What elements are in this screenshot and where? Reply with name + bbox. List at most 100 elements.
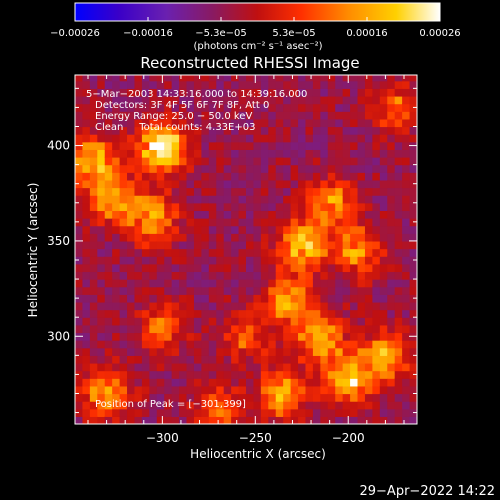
- heatmap-cell: [223, 286, 232, 295]
- heatmap-cell: [260, 347, 269, 356]
- heatmap-cell: [127, 88, 136, 97]
- heatmap-cell: [394, 385, 403, 395]
- heatmap-cell: [216, 172, 225, 181]
- heatmap-cell: [149, 111, 158, 120]
- heatmap-cell: [283, 218, 292, 227]
- heatmap-cell: [372, 164, 381, 173]
- heatmap-cell: [260, 416, 269, 424]
- heatmap-cell: [82, 95, 91, 105]
- heatmap-cell: [238, 172, 247, 181]
- heatmap-cell: [298, 362, 307, 372]
- heatmap-cell: [357, 80, 366, 89]
- heatmap-cell: [97, 126, 106, 135]
- heatmap-cell: [335, 263, 344, 273]
- heatmap-cell: [372, 95, 381, 105]
- heatmap-cell: [193, 301, 202, 311]
- heatmap-cell: [275, 111, 284, 120]
- heatmap-cell: [223, 233, 232, 242]
- heatmap-cell: [379, 286, 388, 295]
- heatmap-cell: [268, 279, 277, 288]
- heatmap-cell: [201, 75, 210, 82]
- heatmap-cell: [372, 157, 381, 166]
- heatmap-cell: [350, 263, 359, 273]
- heatmap-cell: [298, 393, 307, 402]
- heatmap-cell: [171, 164, 180, 173]
- heatmap-cell: [350, 195, 359, 204]
- heatmap-cell: [409, 317, 417, 326]
- heatmap-cell: [156, 317, 165, 326]
- heatmap-cell: [82, 271, 91, 280]
- heatmap-cell: [364, 240, 373, 250]
- heatmap-cell: [320, 187, 329, 196]
- heatmap-cell: [164, 385, 173, 395]
- heatmap-cell: [231, 202, 240, 212]
- heatmap-cell: [312, 103, 321, 112]
- heatmap-cell: [216, 95, 225, 105]
- heatmap-cell: [335, 370, 344, 379]
- heatmap-cell: [364, 340, 373, 349]
- heatmap-cell: [75, 210, 84, 219]
- heatmap-cell: [394, 286, 403, 295]
- heatmap-cell: [127, 225, 136, 234]
- heatmap-cell: [335, 202, 344, 212]
- heatmap-cell: [246, 294, 255, 303]
- heatmap-cell: [268, 164, 277, 173]
- heatmap-cell: [387, 317, 396, 326]
- heatmap-cell: [119, 149, 128, 158]
- y-tick-label: 400: [47, 139, 70, 153]
- heatmap-cell: [89, 111, 98, 120]
- heatmap-cell: [82, 210, 91, 219]
- heatmap-cell: [186, 233, 195, 242]
- heatmap-cell: [283, 340, 292, 349]
- heatmap-cell: [223, 408, 232, 417]
- heatmap-cell: [246, 263, 255, 273]
- heatmap-cell: [372, 324, 381, 334]
- heatmap-cell: [246, 134, 255, 143]
- heatmap-cell: [97, 401, 106, 410]
- heatmap-cell: [320, 332, 329, 341]
- heatmap-cell: [312, 240, 321, 250]
- heatmap-cell: [134, 80, 143, 89]
- heatmap-cell: [238, 355, 247, 364]
- heatmap-cell: [75, 149, 84, 158]
- heatmap-cell: [223, 355, 232, 364]
- heatmap-cell: [75, 95, 84, 105]
- heatmap-cell: [112, 141, 121, 150]
- heatmap-cell: [231, 141, 240, 150]
- heatmap-cell: [179, 340, 188, 349]
- heatmap-cell: [149, 401, 158, 410]
- heatmap-cell: [75, 118, 84, 128]
- heatmap-cell: [208, 103, 217, 112]
- heatmap-cell: [246, 286, 255, 295]
- heatmap-cell: [379, 103, 388, 112]
- heatmap-cell: [201, 401, 210, 410]
- heatmap-cell: [253, 263, 262, 273]
- heatmap-cell: [335, 401, 344, 410]
- heatmap-cell: [231, 75, 240, 82]
- heatmap-cell: [119, 179, 128, 189]
- heatmap-cell: [112, 378, 121, 387]
- heatmap-cell: [208, 187, 217, 196]
- heatmap-cell: [186, 75, 195, 82]
- heatmap-cell: [104, 355, 113, 364]
- heatmap-cell: [260, 225, 269, 234]
- heatmap-cell: [260, 362, 269, 372]
- heatmap-cell: [75, 111, 84, 120]
- heatmap-cell: [112, 75, 121, 82]
- heatmap-cell: [82, 309, 91, 318]
- heatmap-cell: [216, 263, 225, 273]
- heatmap-cell: [201, 248, 210, 257]
- heatmap-cell: [238, 111, 247, 120]
- heatmap-cell: [320, 141, 329, 150]
- heatmap-cell: [364, 195, 373, 204]
- heatmap-cell: [82, 385, 91, 395]
- heatmap-cell: [335, 317, 344, 326]
- colorbar-unit: (photons cm⁻² s⁻¹ asec⁻²): [193, 41, 322, 52]
- heatmap-cell: [112, 240, 121, 250]
- heatmap-cell: [372, 355, 381, 364]
- heatmap-cell: [298, 401, 307, 410]
- heatmap-cell: [141, 362, 150, 372]
- heatmap-cell: [82, 378, 91, 387]
- heatmap-cell: [305, 134, 314, 143]
- heatmap-cell: [104, 126, 113, 135]
